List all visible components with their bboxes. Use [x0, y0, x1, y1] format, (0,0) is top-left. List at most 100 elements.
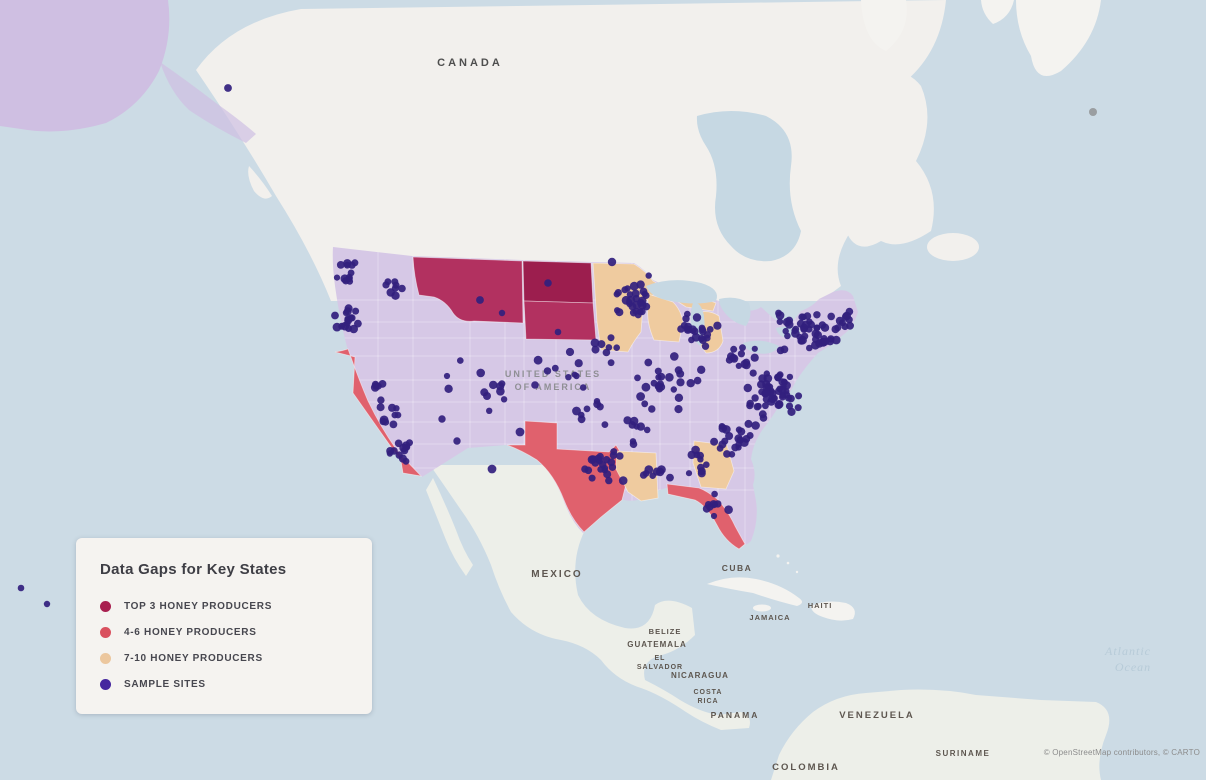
sample-site-dot	[596, 403, 604, 411]
sample-site-dot	[590, 338, 600, 348]
legend-item-label: 7-10 HONEY PRODUCERS	[124, 652, 263, 664]
sample-site-dot	[628, 302, 637, 311]
sample-site-dot	[779, 393, 787, 401]
sample-site-dot	[670, 352, 679, 361]
vancouver-island	[248, 166, 272, 199]
sample-site-dot	[649, 472, 656, 480]
sample-site-dot	[780, 383, 787, 390]
sample-site-dot	[751, 421, 760, 430]
sample-site-dot	[744, 419, 753, 428]
jamaica-island	[753, 604, 771, 612]
sample-site-dot	[444, 384, 453, 393]
state-alaska	[0, 0, 170, 132]
sample-site-dot	[605, 476, 613, 485]
sample-site-dot	[750, 353, 759, 362]
sample-site-dot	[724, 505, 733, 514]
sample-site-dot	[629, 438, 637, 445]
label-mexico: MEXICO	[531, 569, 582, 580]
sample-site-dot	[399, 443, 408, 453]
sample-site-dot	[591, 345, 600, 354]
label-venezuela: VENEZUELA	[839, 710, 915, 721]
sample-site-dot	[813, 311, 821, 319]
sample-site-dot	[554, 328, 562, 336]
greenland-tip	[1016, 0, 1101, 76]
sample-site-dot	[746, 399, 754, 408]
label-costa-rica-line2: RICA	[697, 698, 718, 705]
legend-item-sample-sites: SAMPLE SITES	[100, 671, 372, 697]
label-el-salvador-line1: EL	[655, 655, 666, 662]
sample-site-dot	[638, 307, 646, 316]
top3-producers-dot-icon	[100, 600, 111, 612]
sample-site-dot	[623, 416, 632, 425]
sample-site-dot	[343, 259, 352, 268]
sample-site-dot	[443, 372, 451, 380]
sample-site-dot	[581, 465, 589, 473]
label-usa-line2: OF AMERICA	[515, 382, 592, 392]
label-jamaica: JAMAICA	[749, 613, 790, 622]
sample-site-dot	[813, 330, 823, 340]
label-belize: BELIZE	[649, 627, 682, 636]
sample-site-dot	[597, 466, 604, 473]
legend-title: Data Gaps for Key States	[100, 561, 287, 578]
sample-site-dot	[801, 320, 811, 329]
sample-site-dot	[834, 324, 842, 332]
sample-site-dot	[697, 467, 706, 476]
sample-site-dot	[775, 309, 782, 317]
state-wisconsin	[647, 293, 684, 343]
sample-site-dot	[389, 420, 398, 429]
sample-site-dot	[655, 467, 665, 477]
sample-site-dot	[794, 404, 802, 412]
sample-site-dot	[583, 405, 591, 413]
legend-item-top3: TOP 3 HONEY PRODUCERS	[100, 593, 372, 619]
sample-site-dot	[818, 321, 827, 329]
sample-site-dot	[496, 387, 505, 396]
map-attribution[interactable]: © OpenStreetMap contributors, © CARTO	[1043, 748, 1200, 757]
sample-site-dot	[489, 380, 498, 390]
sample-site-dot	[382, 418, 390, 426]
sample-site-dot	[453, 437, 461, 445]
sample-site-dot	[721, 437, 729, 445]
label-canada: CANADA	[437, 57, 503, 69]
sample-site-dot	[374, 382, 382, 390]
sample-site-dot	[438, 415, 446, 423]
sample-site-dot	[701, 342, 710, 350]
sample-site-dot	[498, 309, 506, 317]
sample-site-dot	[333, 274, 341, 281]
sample-site-dot	[800, 313, 807, 321]
sample-site-dot	[349, 324, 359, 334]
sample-site-dot	[682, 315, 690, 323]
sample-site-dot	[739, 344, 746, 352]
sample-site-dot	[483, 392, 491, 400]
sample-site-dot	[706, 326, 714, 333]
sample-site-dot	[798, 335, 807, 345]
sample-site-dot	[629, 416, 639, 426]
sample-site-dot	[718, 423, 726, 430]
sample-site-dot	[786, 373, 794, 381]
sample-site-dot	[588, 474, 596, 482]
label-atlantic-line1: Atlantic	[1104, 644, 1151, 658]
sample-site-dot	[589, 455, 598, 464]
sample-site-dot	[784, 332, 791, 340]
sample-site-dot	[331, 311, 339, 320]
sample-site-dot	[751, 394, 759, 402]
sample-site-dot	[17, 584, 25, 592]
sample-site-dot	[696, 451, 704, 460]
sample-site-dot	[603, 470, 612, 479]
cuba-island	[707, 577, 803, 606]
legend-item-label: TOP 3 HONEY PRODUCERS	[124, 600, 273, 612]
sample-site-dot	[688, 336, 695, 344]
sample-site-dot	[791, 329, 800, 338]
sample-site-dot	[386, 288, 395, 297]
sample-site-dot	[674, 366, 683, 375]
sample-site-dot	[785, 402, 794, 410]
sample-site-dot	[782, 317, 792, 327]
sample-site-dot	[336, 261, 345, 269]
legend-item-label: 4-6 HONEY PRODUCERS	[124, 626, 257, 638]
sample-site-dot	[398, 454, 407, 463]
newfoundland-island	[927, 233, 979, 261]
label-el-salvador-line2: SALVADOR	[637, 664, 683, 671]
baja-peninsula	[426, 478, 473, 576]
label-atlantic-line2: Ocean	[1115, 660, 1151, 674]
sample-site-dot	[641, 400, 649, 408]
sample-site-dot	[711, 490, 718, 498]
